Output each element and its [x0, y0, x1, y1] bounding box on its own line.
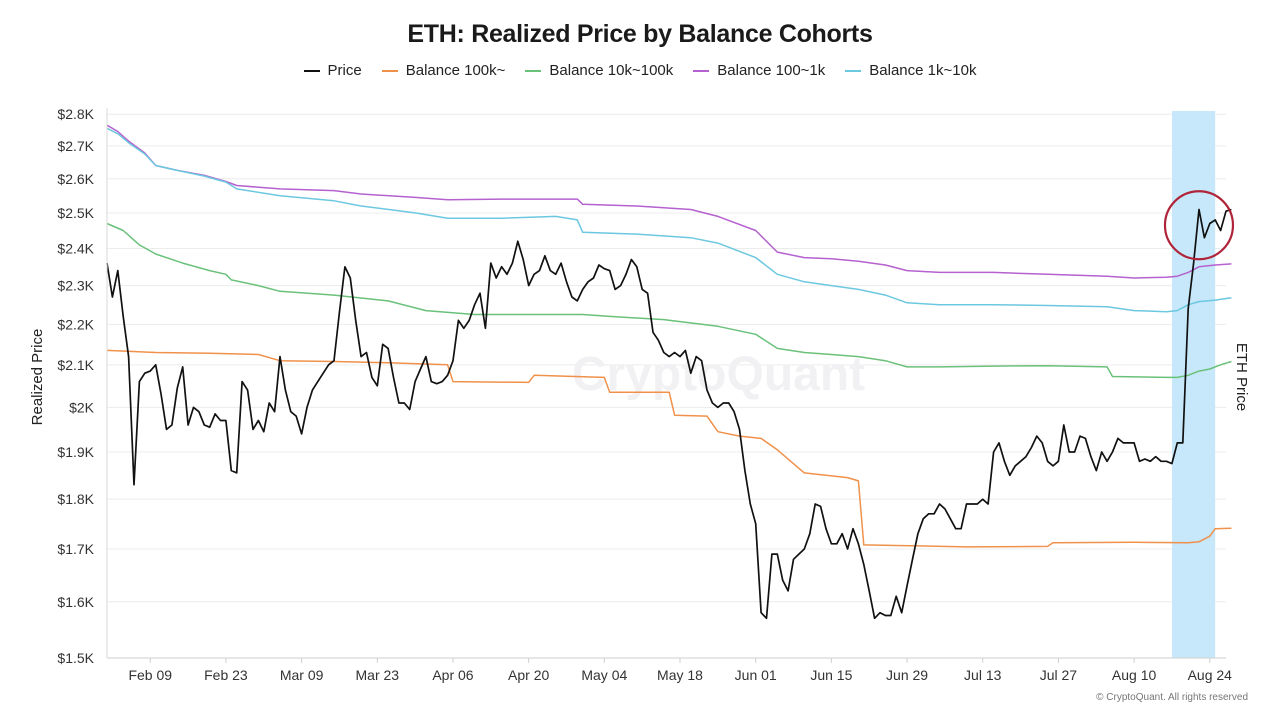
y-tick-label: $2.7K [57, 138, 94, 154]
x-tick-label: May 04 [581, 667, 627, 683]
x-tick-label: Jun 01 [735, 667, 777, 683]
series-line-balance-10k-100k [106, 222, 1232, 379]
series-layer [106, 124, 1232, 620]
y-tick-label: $2K [69, 399, 95, 415]
y-axis-title: Realized Price [29, 329, 46, 426]
highlight-band [1171, 111, 1216, 658]
legend-swatch [845, 69, 862, 72]
y-tick-label: $2.4K [57, 241, 94, 257]
watermark-layer: CryptoQuant [572, 348, 865, 401]
y-tick-label: $1.9K [57, 444, 94, 460]
legend-item[interactable]: Balance 1k~10k [845, 62, 976, 79]
watermark-text: CryptoQuant [572, 348, 865, 401]
legend-item[interactable]: Balance 10k~100k [525, 62, 673, 79]
y-tick-label: $2.8K [57, 106, 94, 122]
x-tick-label: Feb 23 [204, 667, 248, 683]
x-tick-label: Aug 10 [1112, 667, 1157, 683]
annotation-circle [1163, 190, 1235, 261]
y-tick-label: $1.5K [57, 650, 94, 666]
legend-label: Balance 100k~ [405, 62, 506, 79]
legend-swatch [303, 69, 320, 72]
footer-copyright: © CryptoQuant. All rights reserved [1096, 692, 1248, 703]
series-line-balance-100-1k [106, 124, 1232, 279]
y-tick-label: $2.6K [57, 171, 94, 187]
x-tick-label: Feb 09 [128, 667, 172, 683]
x-tick-label: Jun 15 [810, 667, 852, 683]
legend-swatch [525, 69, 542, 72]
series-line-price [106, 208, 1232, 620]
series-line-balance-100k [106, 349, 1232, 548]
legend-item[interactable]: Balance 100k~ [381, 62, 506, 79]
x-tick-label: Mar 09 [280, 667, 324, 683]
x-tick-label: Mar 23 [356, 667, 400, 683]
y-tick-label: $1.6K [57, 594, 94, 610]
x-tick-label: Aug 24 [1188, 667, 1233, 683]
y-tick-label: $1.8K [57, 491, 94, 507]
annotation-layer [1163, 190, 1235, 261]
y-tick-label: $2.2K [57, 316, 94, 332]
y-tick-label: $2.3K [57, 278, 94, 294]
legend-swatch [693, 69, 710, 72]
legend-label: Balance 1k~10k [869, 62, 977, 79]
chart-title: ETH: Realized Price by Balance Cohorts [407, 20, 873, 48]
y2-axis-title: ETH Price [1233, 343, 1250, 411]
x-tick-label: Jul 27 [1040, 667, 1078, 683]
legend-item[interactable]: Balance 100~1k [693, 62, 825, 79]
legend: Price Balance 100k~ Balance 10k~100k Balanc… [0, 62, 1280, 79]
highlight-layer [1171, 111, 1216, 658]
legend-label: Balance 100~1k [717, 62, 826, 79]
series-line-balance-1k-10k [106, 127, 1232, 313]
legend-item[interactable]: Price [303, 62, 362, 79]
x-tick-label: May 18 [657, 667, 703, 683]
x-tick-label: Jul 13 [964, 667, 1002, 683]
y-tick-label: $2.1K [57, 357, 94, 373]
y-tick-label: $2.5K [57, 205, 94, 221]
legend-label: Price [327, 62, 362, 79]
legend-label: Balance 10k~100k [549, 62, 674, 79]
legend-swatch [381, 69, 398, 72]
y-tick-label: $1.7K [57, 541, 94, 557]
axis-layer: $1.5K $1.6K $1.7K $1.8K $1.9K $2K $2.1K $2.2K $2… [29, 106, 1250, 683]
x-tick-label: Apr 20 [508, 667, 549, 683]
x-tick-label: Apr 06 [432, 667, 473, 683]
x-tick-label: Jun 29 [886, 667, 928, 683]
